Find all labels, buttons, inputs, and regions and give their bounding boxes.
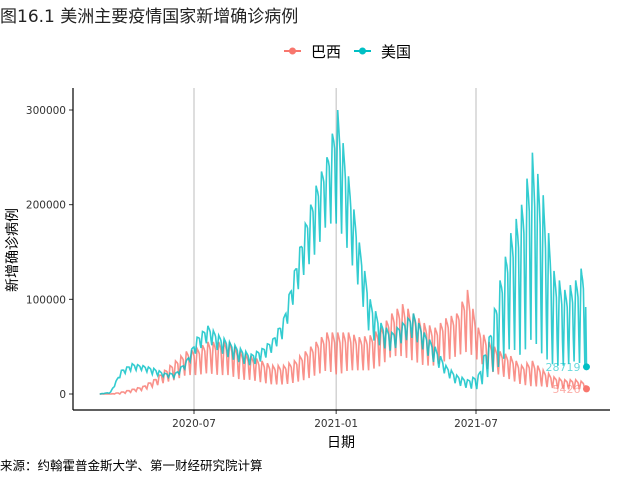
y-axis-label: 新增确诊病例 [5,208,21,292]
series-end-label: 5426 [552,383,580,396]
legend-label: 美国 [381,43,411,61]
legend-key-point [359,47,366,55]
series-layer: 5426 28719 [99,109,590,396]
series-line-1 [99,109,588,395]
series-line-0 [99,289,588,396]
legend-label: 巴西 [311,43,341,61]
chart-title: 图16.1 美洲主要疫情国家新增确诊病例 [0,7,298,27]
legend: 巴西 美国 [284,43,411,61]
source-caption: 来源：约翰霍普金斯大学、第一财经研究院计算 [0,458,263,473]
y-tick-label: 200000 [26,200,66,212]
x-tick-label: 2021-01 [314,418,358,430]
series-end-point [582,363,590,371]
x-tick-label: 2021-07 [454,418,498,430]
x-axis-label: 日期 [327,435,355,451]
x-tick-label: 2020-07 [172,418,216,430]
y-tick-label: 0 [59,389,66,401]
y-tick-label: 300000 [26,105,66,117]
y-tick-label: 100000 [26,294,66,306]
legend-key-point [289,47,296,55]
series-end-label: 28719 [545,361,580,374]
axes: 2020-07 2021-01 2021-07 0 100000 200000 300000 [26,88,610,430]
series-end-point [582,385,590,393]
